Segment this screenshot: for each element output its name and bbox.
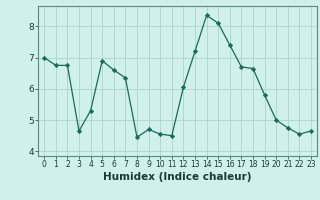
X-axis label: Humidex (Indice chaleur): Humidex (Indice chaleur) [103,172,252,182]
